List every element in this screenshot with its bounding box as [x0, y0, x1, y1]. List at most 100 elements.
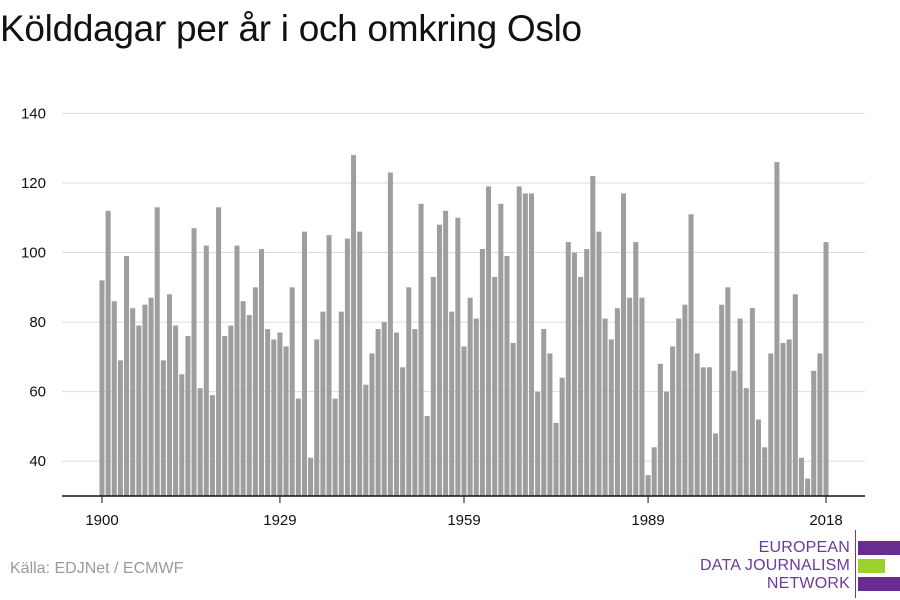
bar — [565, 242, 571, 496]
bar — [191, 228, 197, 496]
y-tick-label: 140 — [21, 105, 46, 122]
y-tick-label: 60 — [29, 384, 46, 401]
bar — [780, 342, 786, 496]
bar — [424, 416, 430, 496]
logo-divider — [855, 530, 856, 598]
bar — [111, 301, 117, 496]
logo-line-1: EUROPEAN — [758, 539, 850, 556]
bar — [473, 318, 479, 496]
bar — [381, 322, 387, 496]
bar — [216, 207, 222, 496]
bar — [351, 155, 357, 496]
y-tick-label: 80 — [29, 314, 46, 331]
bar — [246, 315, 252, 496]
bar — [608, 339, 614, 496]
logo-bar-purple-top — [858, 541, 900, 555]
bar — [173, 325, 179, 496]
bar — [179, 374, 185, 496]
logo-bar-purple-bottom — [858, 577, 900, 591]
bar — [240, 301, 246, 496]
bar — [706, 367, 712, 496]
bar — [492, 276, 498, 496]
bar — [369, 353, 375, 496]
bar — [406, 287, 412, 496]
bar — [516, 186, 522, 496]
bar — [713, 433, 719, 496]
bar — [467, 297, 473, 496]
bar — [160, 360, 166, 496]
bar — [234, 245, 240, 496]
bar — [228, 325, 234, 496]
bar — [688, 214, 694, 496]
bar — [332, 398, 338, 496]
bar — [320, 311, 326, 496]
bar — [265, 329, 271, 496]
bar — [418, 203, 424, 496]
bar — [805, 478, 811, 496]
bar — [504, 256, 510, 496]
bar — [479, 249, 485, 496]
bar — [700, 367, 706, 496]
bar — [578, 276, 584, 496]
bar — [301, 231, 307, 497]
bar — [694, 353, 700, 496]
bar — [400, 367, 406, 496]
bar — [547, 353, 553, 496]
bar — [614, 308, 620, 496]
bar — [682, 304, 688, 496]
bar — [541, 329, 547, 496]
bar — [443, 210, 449, 497]
bar — [602, 318, 608, 496]
bar — [154, 207, 160, 496]
bar — [277, 332, 283, 496]
bar — [645, 475, 651, 496]
bar — [124, 256, 130, 496]
bar — [774, 162, 780, 496]
bar — [596, 231, 602, 497]
y-tick-labels: 40 60 80 100 120 140 — [21, 105, 46, 470]
bar — [222, 336, 228, 496]
y-tick-label: 100 — [21, 245, 46, 262]
x-tick-labels: 1900 1929 1959 1989 2018 — [85, 496, 843, 529]
bar — [798, 457, 804, 496]
bar — [571, 252, 577, 496]
bar — [535, 391, 541, 496]
bar — [663, 391, 669, 496]
bar — [148, 297, 154, 496]
bar — [486, 186, 492, 496]
bar — [326, 235, 332, 496]
bar — [166, 294, 173, 496]
bar — [344, 238, 350, 496]
bar — [639, 297, 645, 496]
source-credit: Källa: EDJNet / ECMWF — [10, 560, 184, 577]
bar — [731, 370, 737, 496]
bar — [528, 193, 535, 497]
bar — [725, 287, 731, 496]
bar — [590, 176, 596, 496]
bar-series — [99, 155, 829, 497]
x-tick-label: 1989 — [631, 512, 664, 529]
bar — [393, 332, 400, 496]
bar — [130, 308, 136, 496]
y-tick-label: 120 — [21, 175, 46, 192]
bar — [651, 447, 657, 496]
bar — [737, 318, 743, 496]
bar — [185, 336, 191, 496]
bar — [559, 377, 565, 496]
bar — [289, 287, 295, 496]
bar — [522, 193, 528, 497]
x-tick-label: 1929 — [263, 512, 296, 529]
bar — [510, 342, 516, 496]
x-tick-label: 1900 — [85, 512, 118, 529]
bar — [670, 346, 676, 496]
edjnet-logo[interactable]: EUROPEAN DATA JOURNALISM NETWORK — [700, 528, 900, 600]
bar — [314, 339, 320, 496]
y-tick-label: 40 — [29, 453, 46, 470]
bar — [823, 242, 829, 496]
bar — [436, 224, 442, 496]
bar — [498, 203, 504, 496]
bar — [209, 395, 215, 496]
bar — [627, 297, 633, 496]
bar — [719, 304, 725, 496]
bar — [271, 339, 277, 496]
